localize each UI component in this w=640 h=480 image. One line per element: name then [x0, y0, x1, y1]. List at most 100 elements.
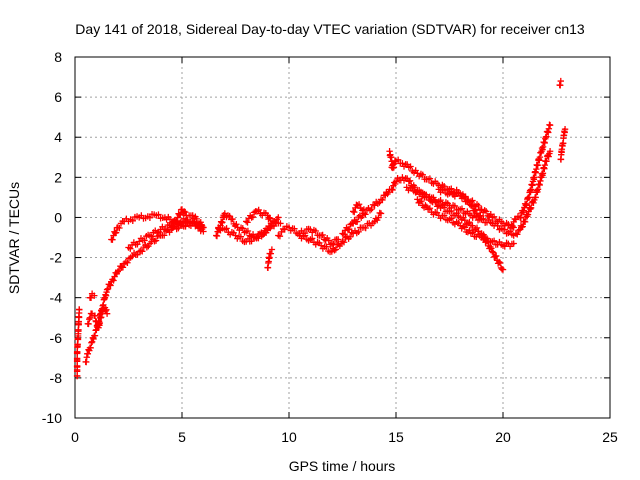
y-axis: -10 -8 -6 -4 -2 0 2 4 6 8 — [42, 49, 610, 426]
data-point — [116, 224, 123, 232]
data-point — [162, 225, 170, 233]
data-point — [495, 258, 503, 266]
data-point — [146, 214, 154, 221]
y-tick-label: 2 — [54, 169, 62, 185]
data-point — [139, 248, 146, 255]
data-point — [354, 218, 361, 225]
data-point — [160, 232, 168, 239]
data-point — [85, 320, 92, 328]
data-point — [462, 193, 469, 200]
y-tick-label: -8 — [50, 370, 63, 386]
data-point — [362, 224, 369, 232]
satellite-track-22 — [508, 121, 554, 230]
data-point — [148, 233, 155, 240]
data-point — [469, 229, 476, 236]
data-point — [76, 306, 83, 313]
data-point — [119, 264, 127, 271]
data-point — [379, 196, 386, 204]
data-point — [102, 307, 109, 315]
data-point — [276, 232, 284, 240]
data-point — [461, 217, 468, 224]
plot-frame — [74, 56, 611, 419]
data-point — [430, 194, 437, 201]
data-point — [115, 267, 123, 274]
data-point — [499, 266, 507, 273]
satellite-track-21 — [435, 186, 517, 232]
data-point — [107, 282, 114, 289]
data-point — [440, 186, 448, 193]
data-point — [437, 196, 444, 204]
data-point — [84, 350, 92, 358]
data-point — [461, 224, 468, 231]
data-point — [546, 148, 554, 155]
x-axis-label: GPS time / hours — [289, 458, 396, 474]
data-point — [350, 208, 357, 215]
y-tick-label: -6 — [50, 330, 63, 346]
data-point — [223, 225, 230, 232]
data-point — [340, 231, 348, 238]
data-point — [180, 222, 187, 229]
data-point — [508, 222, 515, 229]
data-point — [112, 229, 120, 236]
data-point — [189, 218, 196, 225]
data-point — [323, 243, 330, 250]
data-point — [510, 240, 517, 247]
data-point — [360, 206, 368, 213]
satellite-track-4 — [86, 290, 98, 302]
data-point — [520, 207, 527, 214]
data-point — [267, 250, 275, 257]
x-tick-label: 10 — [281, 429, 297, 445]
data-point — [426, 205, 434, 212]
data-point — [543, 157, 550, 165]
data-point — [475, 202, 482, 210]
data-point — [469, 222, 476, 229]
data-point — [458, 205, 466, 212]
data-point — [448, 215, 455, 222]
data-point — [415, 187, 423, 194]
satellite-track-25 — [556, 77, 564, 89]
data-point — [200, 224, 207, 231]
data-point — [469, 197, 476, 204]
data-point — [193, 215, 200, 223]
data-point — [183, 212, 190, 219]
data-point — [229, 215, 236, 223]
data-point — [514, 231, 521, 238]
satellite-track-23 — [512, 148, 554, 238]
y-tick-label: -10 — [42, 410, 62, 426]
satellite-track-13 — [296, 209, 385, 256]
x-tick-label: 20 — [495, 429, 511, 445]
data-point — [527, 204, 535, 212]
data-point — [88, 339, 95, 346]
data-point — [291, 225, 298, 232]
data-point — [87, 344, 94, 352]
data-point — [466, 218, 473, 226]
data-point — [109, 236, 116, 243]
data-point — [173, 217, 180, 225]
data-point — [182, 208, 189, 216]
data-point — [275, 214, 282, 221]
data-point — [272, 219, 279, 226]
data-point — [509, 222, 516, 230]
data-point — [394, 156, 402, 164]
data-point — [226, 212, 233, 220]
data-point — [233, 221, 240, 228]
data-point — [524, 211, 532, 218]
data-point — [331, 247, 338, 254]
data-point — [104, 285, 112, 293]
data-point — [489, 248, 496, 255]
data-point — [261, 229, 268, 237]
data-point — [418, 197, 425, 205]
data-point — [523, 200, 530, 208]
data-point — [184, 216, 191, 223]
data-point — [440, 212, 448, 219]
y-axis-label: SDTVAR / TECUs — [6, 182, 22, 294]
data-point — [180, 208, 188, 215]
data-point — [185, 221, 193, 229]
data-point — [92, 317, 99, 325]
data-point — [221, 210, 228, 217]
data-point — [488, 245, 495, 252]
y-tick-label: -4 — [50, 290, 63, 306]
data-point — [512, 230, 520, 237]
data-point — [371, 202, 378, 209]
satellite-track-19 — [403, 184, 517, 239]
